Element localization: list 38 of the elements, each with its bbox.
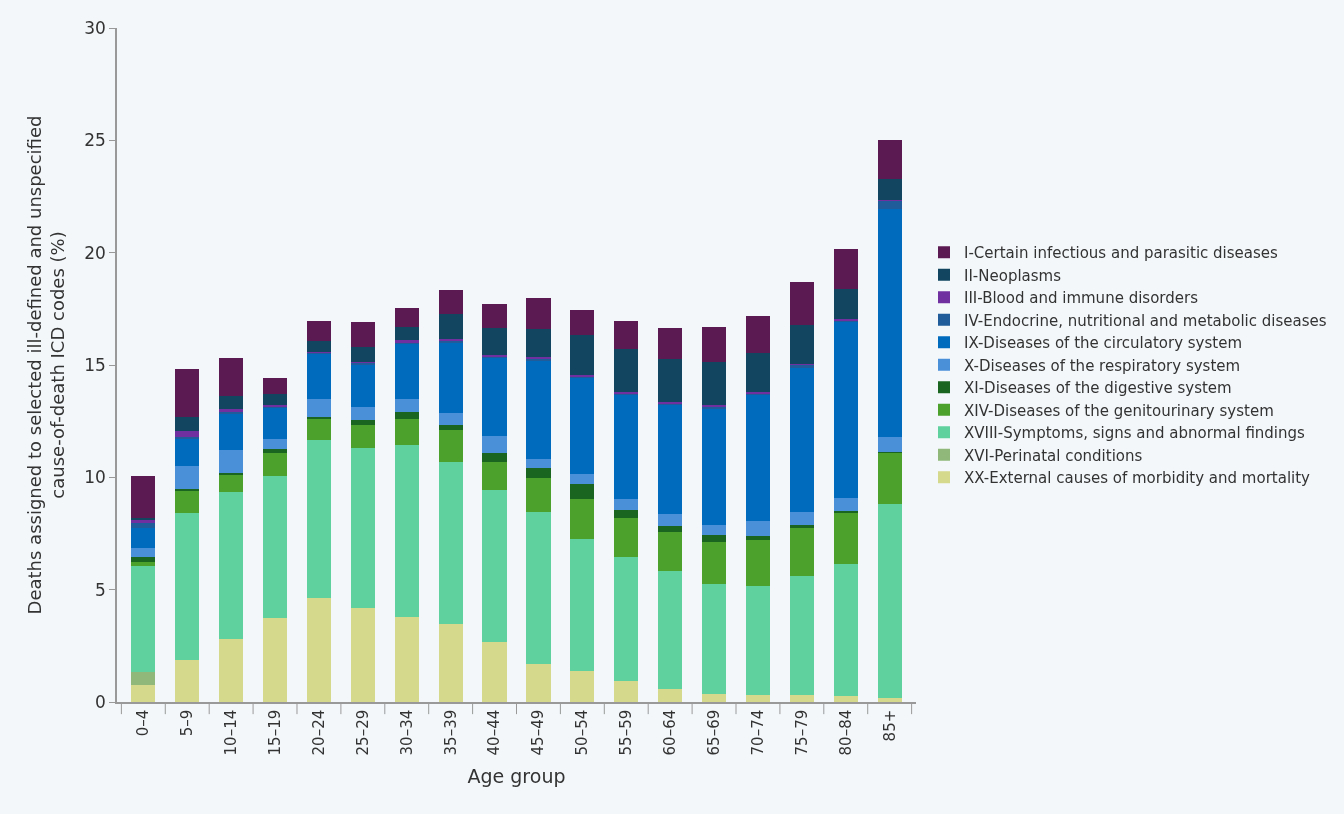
x-tick-label: 30–34 xyxy=(397,709,416,756)
x-tick-label: 35–39 xyxy=(441,709,460,756)
legend-label: XVIII-Symptoms, signs and abnormal findings xyxy=(963,424,1306,443)
legend-label: XVI-Perinatal conditions xyxy=(963,446,1143,465)
y-tick-label: 10 xyxy=(84,467,106,488)
legend-label: XI-Diseases of the digestive system xyxy=(963,379,1232,398)
x-tick-label: 5–9 xyxy=(178,709,197,737)
y-tick-label: 5 xyxy=(95,579,106,600)
x-tick-label: 60–64 xyxy=(661,709,680,756)
legend-label: X-Diseases of the respiratory system xyxy=(963,356,1241,375)
x-tick-label: 70–74 xyxy=(748,709,767,756)
x-tick-label: 40–44 xyxy=(485,709,504,756)
legend-label: III-Blood and immune disorders xyxy=(963,289,1199,308)
x-tick-label: 75–79 xyxy=(792,709,811,756)
x-tick-label: 55–59 xyxy=(617,709,636,756)
y-tick-label: 20 xyxy=(84,242,106,263)
legend-label: I-Certain infectious and parasitic diseases xyxy=(963,244,1279,263)
x-tick-label: 25–29 xyxy=(353,709,372,756)
x-axis-title: Age group xyxy=(467,764,566,787)
x-tick-label: 15–19 xyxy=(265,709,284,756)
y-tick-label: 0 xyxy=(95,691,106,712)
x-tick-label: 0–4 xyxy=(134,709,153,737)
legend-label: II-Neoplasms xyxy=(963,266,1062,285)
x-tick-label: 10–14 xyxy=(222,709,241,756)
x-tick-label: 65–69 xyxy=(704,709,723,756)
y-axis-title: Deaths assigned to selected ill-defined and unspecified cause-of-death ICD codes (%) xyxy=(23,115,68,615)
y-tick-label: 15 xyxy=(84,354,106,375)
x-tick-label: 50–54 xyxy=(573,709,592,756)
x-tick-label: 20–24 xyxy=(309,709,328,756)
y-tick-label: 25 xyxy=(84,130,106,151)
x-tick-label: 80–84 xyxy=(836,709,855,756)
y-tick-label: 30 xyxy=(84,17,106,38)
x-tick-label: 45–49 xyxy=(529,709,548,756)
legend-label: XX-External causes of morbidity and mortality xyxy=(963,469,1311,488)
legend-label: IV-Endocrine, nutritional and metabolic diseases xyxy=(963,311,1327,330)
legend-label: IX-Diseases of the circulatory system xyxy=(963,334,1243,353)
legend-label: XIV-Diseases of the genitourinary system xyxy=(963,401,1274,420)
x-tick-label: 85+ xyxy=(880,709,899,742)
